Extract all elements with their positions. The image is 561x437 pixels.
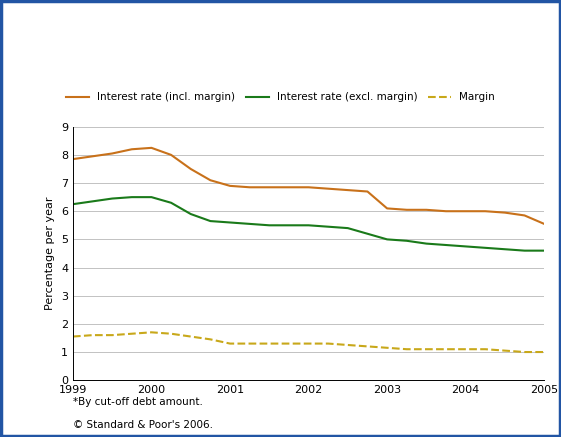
Margin (403, 347, 410, 352)
Margin (246, 341, 253, 346)
Text: Chart 1: Weighted-Average Interest Rate, Interest Rate Before Margin, and Loan: Chart 1: Weighted-Average Interest Rate,… (14, 14, 551, 27)
Interest rate (incl. margin) (344, 187, 351, 193)
Legend: Interest rate (incl. margin), Interest rate (excl. margin), Margin: Interest rate (incl. margin), Interest r… (62, 88, 499, 106)
Interest rate (incl. margin) (109, 151, 116, 156)
Margin (89, 333, 96, 338)
Interest rate (incl. margin) (89, 154, 96, 159)
Interest rate (excl. margin) (266, 223, 273, 228)
Interest rate (excl. margin) (344, 225, 351, 231)
Interest rate (incl. margin) (70, 156, 76, 162)
Interest rate (excl. margin) (128, 194, 135, 200)
Interest rate (excl. margin) (70, 201, 76, 207)
Line: Interest rate (incl. margin): Interest rate (incl. margin) (73, 148, 544, 224)
Interest rate (incl. margin) (286, 185, 292, 190)
Interest rate (incl. margin) (266, 185, 273, 190)
Interest rate (excl. margin) (207, 218, 214, 224)
Margin (168, 331, 174, 336)
Text: *By cut-off debt amount.: *By cut-off debt amount. (73, 397, 203, 407)
Interest rate (excl. margin) (521, 248, 528, 253)
Interest rate (incl. margin) (502, 210, 508, 215)
Margin (286, 341, 292, 346)
Interest rate (incl. margin) (482, 208, 489, 214)
Interest rate (excl. margin) (286, 223, 292, 228)
Interest rate (incl. margin) (384, 206, 390, 211)
Margin (502, 348, 508, 353)
Interest rate (excl. margin) (364, 231, 371, 236)
Interest rate (excl. margin) (168, 200, 174, 205)
Interest rate (incl. margin) (207, 177, 214, 183)
Interest rate (incl. margin) (246, 185, 253, 190)
Y-axis label: Percentage per year: Percentage per year (45, 197, 56, 310)
Interest rate (incl. margin) (521, 213, 528, 218)
Margin (70, 334, 76, 339)
Margin (344, 342, 351, 347)
Interest rate (excl. margin) (89, 199, 96, 204)
Interest rate (excl. margin) (541, 248, 548, 253)
Interest rate (excl. margin) (502, 246, 508, 252)
Interest rate (excl. margin) (403, 238, 410, 243)
Margin (462, 347, 469, 352)
Interest rate (excl. margin) (443, 243, 449, 248)
Text: © Standard & Poor's 2006.: © Standard & Poor's 2006. (73, 420, 213, 430)
Margin (187, 334, 194, 339)
Margin (423, 347, 430, 352)
Margin (227, 341, 233, 346)
Margin (443, 347, 449, 352)
Interest rate (excl. margin) (148, 194, 155, 200)
Margin (325, 341, 332, 346)
Interest rate (excl. margin) (305, 223, 312, 228)
Margin (384, 345, 390, 350)
Interest rate (incl. margin) (187, 166, 194, 172)
Margin (148, 329, 155, 335)
Interest rate (incl. margin) (541, 221, 548, 226)
Text: Margin*: Margin* (14, 45, 67, 59)
Margin (305, 341, 312, 346)
Interest rate (excl. margin) (109, 196, 116, 201)
Interest rate (incl. margin) (128, 147, 135, 152)
Margin (266, 341, 273, 346)
Interest rate (excl. margin) (462, 244, 469, 249)
Interest rate (excl. margin) (227, 220, 233, 225)
Interest rate (excl. margin) (423, 241, 430, 246)
Interest rate (incl. margin) (148, 145, 155, 150)
Margin (541, 350, 548, 355)
Margin (521, 350, 528, 355)
Interest rate (excl. margin) (482, 245, 489, 250)
Interest rate (excl. margin) (384, 237, 390, 242)
Interest rate (incl. margin) (403, 207, 410, 212)
Interest rate (incl. margin) (423, 207, 430, 212)
Margin (109, 333, 116, 338)
Line: Margin: Margin (73, 332, 544, 352)
Interest rate (incl. margin) (443, 208, 449, 214)
Margin (128, 331, 135, 336)
Interest rate (incl. margin) (364, 189, 371, 194)
Line: Interest rate (excl. margin): Interest rate (excl. margin) (73, 197, 544, 251)
Interest rate (incl. margin) (227, 183, 233, 188)
Interest rate (incl. margin) (305, 185, 312, 190)
Interest rate (excl. margin) (246, 221, 253, 226)
Interest rate (excl. margin) (187, 212, 194, 217)
Margin (482, 347, 489, 352)
Interest rate (incl. margin) (325, 186, 332, 191)
Margin (207, 337, 214, 342)
Interest rate (incl. margin) (462, 208, 469, 214)
Margin (364, 344, 371, 349)
Interest rate (excl. margin) (325, 224, 332, 229)
Interest rate (incl. margin) (168, 152, 174, 157)
